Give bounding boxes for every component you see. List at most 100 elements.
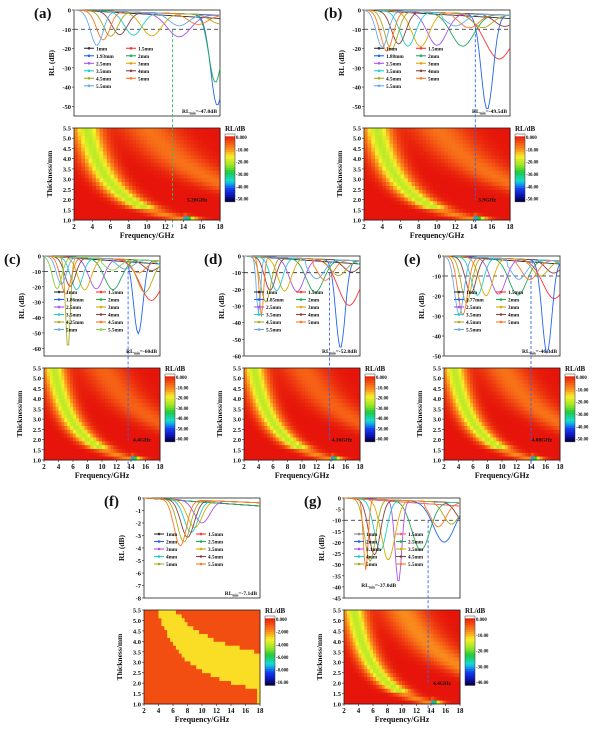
heatmap-cell <box>154 178 158 182</box>
heatmap-cell <box>151 414 154 418</box>
heatmap-cell <box>464 372 467 376</box>
heatmap-cell <box>401 136 405 140</box>
heatmap-cell <box>452 189 456 193</box>
legend-marker <box>88 84 91 87</box>
heatmap-cell <box>261 418 264 422</box>
heatmap-cell <box>412 205 416 209</box>
legend-label: 4mm <box>308 313 320 319</box>
heatmap-cell <box>96 155 100 159</box>
heatmap-cell <box>470 441 473 445</box>
heatmap-cell <box>401 132 405 136</box>
heatmap-cell <box>259 368 262 372</box>
heatmap-cell <box>61 368 64 372</box>
heatmap-cell <box>44 426 47 430</box>
heatmap-cell <box>375 163 379 167</box>
heatmap-cell <box>47 422 50 426</box>
heatmap-cell <box>194 212 198 216</box>
heatmap-cell <box>412 201 416 205</box>
heatmap-cell <box>74 147 78 151</box>
heatmap-cell <box>191 155 195 159</box>
heatmap-cell <box>259 372 262 376</box>
heatmap-cell <box>459 174 463 178</box>
rl-min-annotation: RLmin=-46.3dB <box>522 349 557 356</box>
heatmap-cell <box>136 136 140 140</box>
heatmap-cell <box>364 178 368 182</box>
heatmap-cell <box>354 372 357 376</box>
heatmap-cell <box>290 391 293 395</box>
heatmap-cell <box>447 383 450 387</box>
heatmap-cell <box>322 441 325 445</box>
heatmap-cell <box>408 209 412 213</box>
heatmap-cell <box>426 209 430 213</box>
heatmap-cell <box>81 143 85 147</box>
heatmap-cell <box>476 452 479 456</box>
heatmap-cell <box>82 380 85 384</box>
heatmap-cell <box>450 418 453 422</box>
heatmap-cell <box>401 163 405 167</box>
x-tick-label: 8 <box>417 223 421 231</box>
heatmap-cell <box>70 387 73 391</box>
heatmap-cell <box>140 209 144 213</box>
heatmap-cell <box>311 395 314 399</box>
heatmap-cell <box>81 136 85 140</box>
heatmap-cell <box>117 445 120 449</box>
heatmap-cell <box>343 387 346 391</box>
heatmap-cell <box>99 406 102 410</box>
heatmap-cell <box>305 380 308 384</box>
heatmap-cell <box>154 429 157 433</box>
heatmap-cell <box>444 174 448 178</box>
heatmap-cell <box>165 189 169 193</box>
heatmap-cell <box>187 128 191 132</box>
heatmap-cell <box>484 209 488 213</box>
bandwidth-annotation: 4.4GHz <box>133 438 151 444</box>
heatmap-cell <box>493 449 496 453</box>
heatmap-cell <box>122 429 125 433</box>
heatmap-cell <box>119 449 122 453</box>
heatmap-cell <box>444 151 448 155</box>
heatmap-cell <box>299 403 302 407</box>
heatmap-cell <box>134 414 137 418</box>
heatmap-cell <box>107 197 111 201</box>
heatmap-cell <box>422 174 426 178</box>
heatmap-cell <box>50 437 53 441</box>
heatmap-cell <box>151 136 155 140</box>
legend-label: 4mm <box>138 69 150 75</box>
heatmap-cell <box>499 159 503 163</box>
heatmap-cell <box>285 403 288 407</box>
heatmap-cell <box>430 178 434 182</box>
heatmap-cell <box>470 163 474 167</box>
heatmap-cell <box>354 449 357 453</box>
heatmap-cell <box>470 406 473 410</box>
heatmap-cell <box>319 368 322 372</box>
heatmap-cell <box>322 372 325 376</box>
heatmap-cell <box>452 143 456 147</box>
legend-label: 4.5mm <box>266 320 282 326</box>
heatmap-cell <box>270 452 273 456</box>
heatmap-cell <box>459 182 463 186</box>
heatmap-cell <box>146 376 149 380</box>
heatmap-cell <box>259 437 262 441</box>
heatmap-cell <box>311 422 314 426</box>
heatmap-cell <box>375 136 379 140</box>
heatmap-cell <box>107 166 111 170</box>
heatmap-cell <box>96 174 100 178</box>
heatmap-cell <box>474 205 478 209</box>
heatmap-cell <box>146 403 149 407</box>
heatmap-cell <box>79 380 82 384</box>
heatmap-cell <box>393 136 397 140</box>
heatmap-cell <box>131 449 134 453</box>
heatmap-cell <box>108 368 111 372</box>
heatmap-cell <box>90 410 93 414</box>
heatmap-cell <box>412 143 416 147</box>
heatmap-cell <box>499 372 502 376</box>
heatmap-cell <box>158 163 162 167</box>
heatmap-cell <box>253 380 256 384</box>
heatmap-cell <box>293 429 296 433</box>
heatmap-cell <box>314 410 317 414</box>
heatmap-cell <box>415 128 419 132</box>
legend-marker <box>378 77 381 80</box>
heatmap-cell <box>143 140 147 144</box>
heatmap-cell <box>78 205 82 209</box>
heatmap-cell <box>334 380 337 384</box>
legend-label: 3.5mm <box>66 313 82 319</box>
